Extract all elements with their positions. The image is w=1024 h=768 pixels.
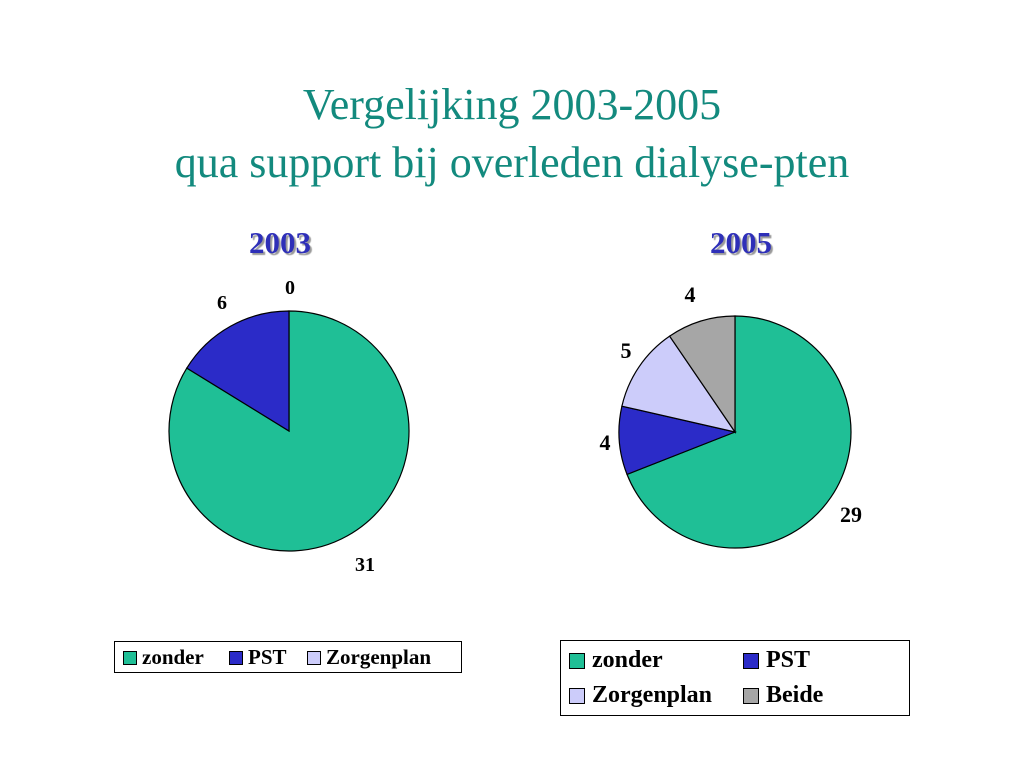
legend-label-zonder: zonder	[592, 647, 663, 673]
page-title-line-1: Vergelijking 2003-2005	[302, 80, 722, 129]
data-label-2005-beide: 4	[685, 282, 696, 307]
legend-label-pst: PST	[248, 645, 287, 669]
legend-swatch-zorgenplan	[569, 687, 585, 704]
legend-item-beide: Beide	[743, 682, 823, 709]
legend-item-pst: PST	[743, 647, 810, 674]
legend-swatch-beide	[743, 687, 759, 704]
pie-slice-2005-zonder	[626, 315, 852, 549]
pie-slice-2005-beide	[668, 315, 736, 434]
legend-2003: zonder PST Zorgenplan	[114, 641, 462, 673]
legend-swatch-zonder	[569, 652, 585, 669]
data-label-2005-pst: 4	[600, 430, 611, 455]
data-label-2003-zonder: 31	[355, 554, 375, 576]
legend-label-pst: PST	[766, 647, 811, 673]
legend-item-zonder: zonder	[569, 647, 663, 674]
legend-label-zorgenplan: Zorgenplan	[592, 682, 713, 708]
legend-label-zonder: zonder	[142, 645, 204, 669]
chart-2005-title: 2005	[710, 225, 772, 260]
legend-item-zonder: zonder	[123, 645, 204, 670]
legend-swatch-pst	[229, 650, 243, 665]
data-label-2005-zorgenplan: 5	[621, 338, 632, 363]
chart-2003-title: 2003	[249, 225, 311, 260]
data-label-2003-zorgenplan: 0	[285, 277, 295, 299]
legend-2005: zonder PST Zorgenplan Beide	[560, 640, 910, 716]
page-title-line-2: qua support bij overleden dialyse-pten	[174, 138, 850, 187]
legend-swatch-pst	[743, 652, 759, 669]
legend-label-zorgenplan: Zorgenplan	[326, 645, 432, 669]
legend-item-zorgenplan: Zorgenplan	[307, 645, 431, 670]
legend-swatch-zonder	[123, 650, 137, 665]
legend-label-beide: Beide	[766, 682, 824, 708]
legend-swatch-zorgenplan	[307, 650, 321, 665]
legend-item-zorgenplan: Zorgenplan	[569, 682, 712, 709]
legend-item-pst: PST	[229, 645, 287, 670]
pie-slice-2005-zorgenplan	[621, 335, 737, 433]
data-label-2005-zonder: 29	[840, 502, 862, 527]
pie-slice-2003-pst	[185, 310, 290, 433]
data-label-2003-pst: 6	[217, 292, 227, 314]
